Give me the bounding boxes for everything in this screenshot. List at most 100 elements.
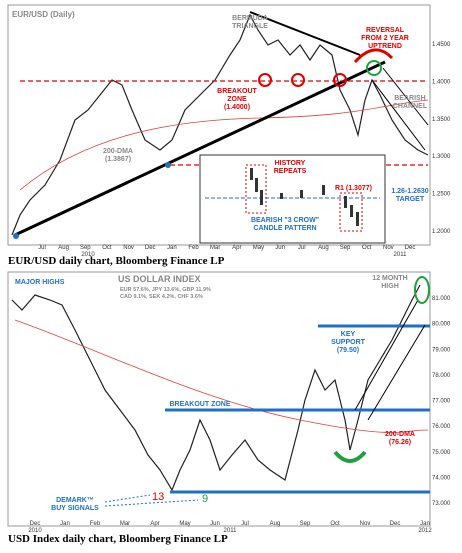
label: ZONE [227,96,247,103]
x-tick-label: Apr [150,521,159,527]
x-tick-label: Sep [340,245,351,251]
label: (79.50) [337,347,359,354]
label: REPEATS [274,168,307,175]
label: UPTREND [368,43,402,50]
y-tick-label: 80.000 [432,322,451,328]
x-tick-label: Jan [60,521,70,527]
x-tick-label: Sep [300,521,311,527]
label: R1 (1.3077) [335,185,372,192]
title: EUR/USD (Daily) [12,10,75,19]
x-tick-label: Nov [123,245,134,251]
label: DEMARK™ [56,497,94,504]
x-tick-label: Aug [58,245,69,251]
x-tick-label: Oct [102,245,112,251]
label: BEARISH [394,95,426,102]
label: (1.3867) [105,156,131,163]
pointer [104,494,151,503]
x-tick-label: Aug [270,521,281,527]
x-tick-label: Dec [145,245,156,251]
circle [414,276,430,304]
x-tick-label: Jul [298,245,306,251]
label: HISTORY [275,160,306,167]
y-tick-label: 1.4000 [432,79,451,85]
x-tick-label: Sep [80,245,91,251]
dot [13,233,19,239]
x-tick-label: Dec [390,521,401,527]
year-label: 2011 [224,528,238,534]
label: BEARISH "3 CROW" [251,217,319,224]
label: CANDLE PATTERN [253,225,316,232]
x-tick-label: May [253,245,264,251]
x-tick-label: Apr [232,245,241,251]
label: BREAKOUT [217,88,257,95]
x-tick-label: Oct [330,521,340,527]
label: 9 [202,493,208,505]
x-tick-label: Jul [241,521,249,527]
label: TARGET [396,196,425,203]
x-tick-label: Dec [30,521,41,527]
channel [354,299,419,411]
label: BUY SIGNALS [51,505,99,512]
bottom-frame [7,271,431,527]
y-tick-label: 1.3500 [432,117,451,123]
channel [382,67,429,126]
y-tick-label: 1.3000 [432,154,451,160]
x-tick-label: Jul [38,245,46,251]
channel [371,79,426,151]
circle [258,73,272,87]
label: KEY [341,331,356,338]
year-label: 2011 [394,252,408,258]
label: CHANNEL [393,103,428,110]
x-tick-label: May [179,521,190,527]
pointer [104,499,199,507]
label: 200-DMA [385,431,415,438]
year-label: 2010 [81,252,95,258]
price-line [11,284,421,492]
label: HIGH [381,283,399,290]
label: 200-DMA [103,148,133,155]
dot [165,162,171,168]
label: REVERSAL [366,27,405,34]
y-tick-label: 78.000 [432,373,451,379]
y-tick-label: 77.000 [432,399,451,405]
x-tick-label: Aug [318,245,329,251]
caption: EUR/USD daily chart, Bloomberg Finance L… [8,255,225,267]
dma-line [14,319,429,433]
arrow [333,450,367,463]
circle [366,60,382,76]
label: BREAKOUT ZONE [169,401,230,408]
x-tick-label: Mar [120,521,130,527]
arrow [353,48,394,64]
x-tick-label: Mar [210,245,220,251]
caption: USD Index daily chart, Bloomberg Finance… [8,533,228,545]
y-tick-label: 81.000 [432,296,451,302]
x-tick-label: Oct [362,245,372,251]
triangle-line [249,11,361,56]
x-tick-label: Jun [210,521,220,527]
title: US DOLLAR INDEX [118,274,201,284]
inset-box [339,192,363,232]
x-tick-label: Feb [188,245,199,251]
x-tick-label: Jan [420,521,430,527]
y-tick-label: 73.000 [432,501,451,507]
label: 13 [152,491,164,503]
inset-candles [250,168,359,226]
inset [199,154,386,244]
label: EUR 57.6%, JPY 13.6%, GBP 11.9% [120,287,211,293]
inset-box [245,164,267,214]
x-tick-label: Nov [360,521,371,527]
circle [333,73,347,87]
label: 12 MONTH [372,275,407,282]
y-tick-label: 74.000 [432,475,451,481]
x-tick-label: Dec [405,245,416,251]
label: 1.26-1.2630 [391,188,428,195]
x-tick-label: Feb [90,521,101,527]
label: FROM 2 YEAR [361,35,409,42]
label: (76.26) [389,439,411,446]
y-tick-label: 1.4500 [432,42,451,48]
label: SUPPORT [331,339,366,346]
year-label: 2010 [28,528,42,534]
y-tick-label: 1.2500 [432,192,451,198]
label: (1.4000) [224,104,250,111]
